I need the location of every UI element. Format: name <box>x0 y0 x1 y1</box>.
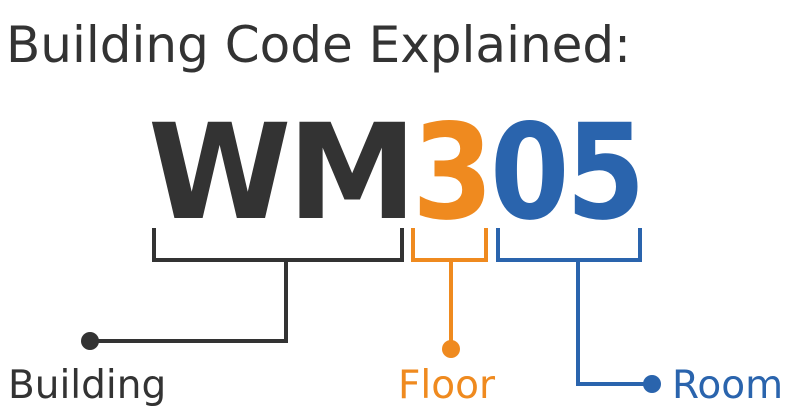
room-leader-dot <box>643 375 661 393</box>
floor-label: Floor <box>398 363 496 408</box>
room-label: Room <box>672 363 783 408</box>
room-leader-line <box>576 260 652 386</box>
building-leader-dot <box>81 332 99 350</box>
code-floor-part: 3 <box>412 96 490 250</box>
building-label: Building <box>8 363 166 408</box>
floor-leader-dot <box>442 340 460 358</box>
room-bracket <box>496 228 642 262</box>
building-leader-line <box>90 260 288 343</box>
code-room-part: 05 <box>490 96 642 250</box>
diagram-title: Building Code Explained: <box>6 16 631 74</box>
building-bracket <box>152 228 404 262</box>
code-building-part: WM <box>148 96 413 250</box>
